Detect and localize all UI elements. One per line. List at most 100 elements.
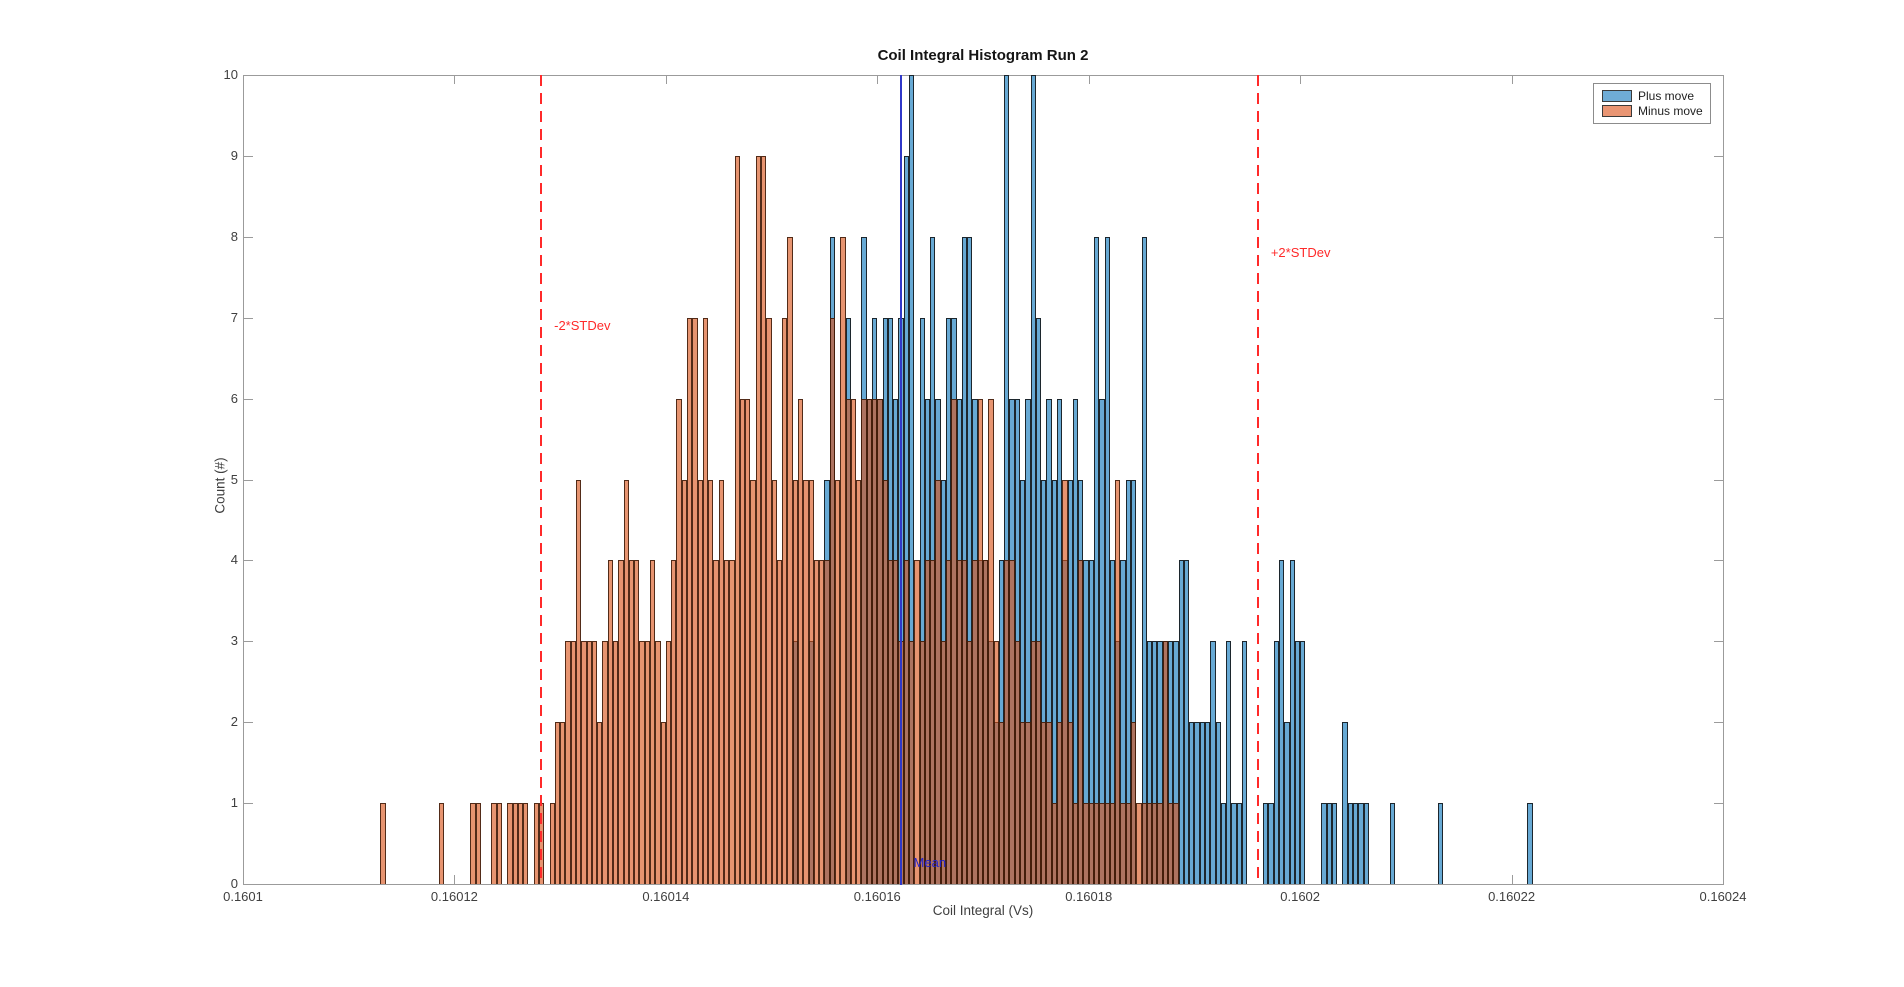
histogram-bar-minus	[1009, 560, 1015, 884]
histogram-bar-minus	[576, 479, 582, 884]
histogram-bar-plus	[1273, 641, 1279, 884]
histogram-bar-minus	[1152, 803, 1158, 884]
histogram-bar-minus	[1162, 641, 1168, 884]
histogram-bar-minus	[893, 560, 899, 884]
histogram-bar-minus	[549, 803, 555, 884]
y-tick-label: 4	[230, 552, 238, 568]
x-tick-label: 0.16018	[1065, 889, 1113, 904]
top-axis-line	[243, 75, 1724, 76]
histogram-bar-minus	[523, 803, 529, 884]
histogram-bar-minus	[776, 560, 783, 884]
histogram-bar-minus	[533, 803, 539, 884]
histogram-bar-plus	[1284, 722, 1290, 884]
y-tick-mark-right	[1714, 398, 1723, 400]
histogram-bar-minus	[1157, 803, 1163, 884]
y-tick-mark-right	[1714, 479, 1723, 481]
y-tick-mark-right	[1714, 317, 1723, 319]
histogram-bar-minus	[761, 155, 767, 884]
histogram-bar-minus	[787, 236, 793, 884]
y-tick-label: 7	[230, 309, 238, 325]
histogram-bar-minus	[1046, 722, 1052, 884]
histogram-bar-minus	[560, 722, 566, 884]
histogram-bar-minus	[1030, 641, 1036, 884]
legend-label-plus-move: Plus move	[1638, 89, 1695, 103]
y-tick-label: 6	[230, 390, 238, 406]
x-axis-title: Coil Integral (Vs)	[932, 903, 1034, 918]
histogram-bar-minus	[1099, 803, 1105, 884]
histogram-bar-plus	[1279, 560, 1285, 884]
histogram-bar-minus	[554, 722, 561, 884]
histogram-bar-minus	[1088, 803, 1094, 884]
mean-annotation: Mean	[913, 855, 947, 870]
histogram-bar-minus	[1025, 722, 1031, 884]
histogram-bar-minus	[946, 560, 952, 884]
histogram-bar-minus	[872, 398, 878, 884]
histogram-bar-plus	[1347, 803, 1353, 884]
histogram-bar-plus	[1131, 479, 1137, 884]
histogram-bar-minus	[819, 560, 825, 884]
legend-box[interactable]: Plus move Minus move	[1593, 83, 1711, 124]
histogram-bar-minus	[734, 155, 740, 884]
histogram-bar-minus	[745, 398, 751, 884]
y-tick-label: 9	[230, 147, 238, 163]
histogram-bar-minus	[1057, 722, 1063, 884]
histogram-bar-minus	[687, 317, 693, 884]
histogram-bar-minus	[750, 479, 756, 884]
y-tick-label: 2	[230, 714, 238, 730]
histogram-bar-plus	[1041, 479, 1047, 884]
histogram-bar-plus	[1294, 641, 1301, 884]
y-axis-line	[243, 75, 244, 884]
histogram-bar-minus	[713, 560, 719, 884]
histogram-bar-minus	[655, 641, 661, 884]
histogram-bar-minus	[967, 641, 973, 884]
histogram-bar-plus	[1527, 803, 1533, 884]
x-tick-mark-top	[1088, 75, 1090, 84]
histogram-bar-minus	[739, 398, 746, 884]
histogram-bar-minus	[475, 803, 481, 884]
minus-move-swatch-icon	[1602, 105, 1632, 117]
y-tick-mark-right	[1714, 884, 1723, 885]
histogram-bar-minus	[903, 560, 909, 884]
histogram-bar-minus	[755, 155, 761, 884]
histogram-bar-minus	[1146, 803, 1153, 884]
x-axis-line	[243, 884, 1724, 885]
histogram-bar-minus	[951, 398, 957, 884]
histogram-bar-minus	[639, 641, 645, 884]
histogram-bar-minus	[882, 479, 888, 884]
histogram-bar-plus	[1178, 560, 1184, 884]
histogram-bar-minus	[1115, 479, 1121, 884]
x-tick-label: 0.1601	[223, 889, 263, 904]
histogram-bar-plus	[1220, 803, 1227, 884]
y-tick-mark-right	[1714, 75, 1723, 76]
histogram-bar-minus	[835, 479, 841, 884]
histogram-bar-plus	[1437, 803, 1443, 884]
x-tick-mark	[454, 875, 456, 884]
y-tick-label: 1	[230, 795, 238, 811]
histogram-bar-minus	[856, 479, 862, 884]
histogram-bar-minus	[602, 641, 608, 884]
y-tick-mark	[244, 398, 253, 400]
histogram-bar-plus	[1104, 236, 1110, 884]
y-tick-label: 10	[223, 67, 238, 82]
histogram-bar-plus	[1326, 803, 1332, 884]
histogram-bar-minus	[829, 317, 835, 884]
histogram-bar-minus	[517, 803, 524, 884]
histogram-bar-minus	[634, 560, 640, 884]
y-tick-mark	[244, 641, 253, 643]
histogram-bar-minus	[1125, 803, 1131, 884]
histogram-bar-minus	[909, 641, 915, 884]
histogram-bar-minus	[861, 398, 867, 884]
x-tick-label: 0.1602	[1280, 889, 1321, 904]
histogram-bar-minus	[798, 398, 804, 884]
histogram-bar-plus	[1390, 803, 1396, 884]
histogram-bar-minus	[613, 641, 619, 884]
histogram-bar-plus	[1046, 398, 1052, 884]
histogram-bar-plus	[1067, 479, 1073, 884]
histogram-bar-minus	[671, 560, 677, 884]
minus-2stdev-annotation: -2*STDev	[554, 318, 611, 333]
histogram-bar-plus	[1035, 317, 1042, 884]
histogram-bar-minus	[565, 641, 571, 884]
histogram-bar-minus	[998, 722, 1005, 884]
histogram-bar-plus	[1199, 722, 1205, 884]
histogram-bar-minus	[628, 560, 635, 884]
